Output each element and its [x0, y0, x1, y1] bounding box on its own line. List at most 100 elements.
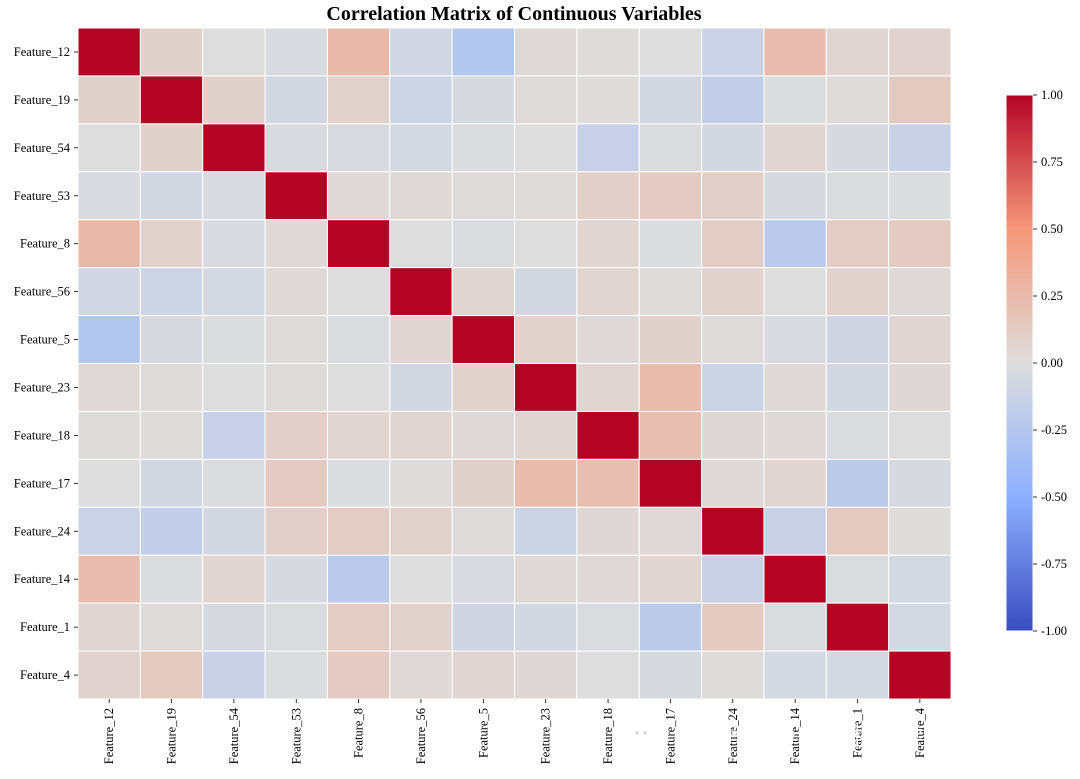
heatmap-cell [389, 458, 453, 508]
x-tick-label: Feature_23 [539, 708, 553, 764]
heatmap-cell [514, 650, 578, 700]
heatmap-cell [77, 171, 141, 221]
heatmap-cell [638, 27, 703, 77]
y-tick-label: Feature_1 [20, 620, 70, 634]
heatmap-cell [638, 410, 703, 460]
heatmap-cell [638, 123, 703, 173]
heatmap-cell [326, 219, 391, 269]
heatmap-cell [888, 267, 952, 317]
x-tick-label: Feature_17 [663, 708, 677, 764]
heatmap-cell [701, 267, 765, 317]
heatmap-cell [202, 75, 266, 125]
heatmap-cell [202, 650, 266, 700]
y-tick-label: Feature_24 [14, 524, 71, 538]
heatmap-cell [451, 171, 516, 221]
heatmap-cell [202, 267, 266, 317]
heatmap-cell [763, 458, 827, 508]
heatmap-cell [264, 27, 328, 77]
heatmap-cell [139, 123, 204, 173]
heatmap-cell [77, 315, 141, 365]
wechat-icon [630, 726, 663, 749]
heatmap-cell [888, 315, 952, 365]
colorbar-tick-label: 0.75 [1041, 155, 1063, 169]
x-axis-labels: Feature_12 Feature_19 Feature_54 Feature_53… [102, 699, 927, 764]
heatmap-cell [888, 458, 952, 508]
y-axis-labels: Feature_12 Feature_19 Feature_54 Feature_53… [14, 45, 78, 682]
y-tick-label: Feature_17 [14, 476, 70, 490]
heatmap-cell [514, 171, 578, 221]
heatmap-cell [763, 267, 827, 317]
heatmap-cell [888, 27, 952, 77]
heatmap-cell [701, 27, 765, 77]
watermark-text: 公众号 · Python机器学习AI [673, 723, 971, 751]
heatmap-cell [389, 506, 453, 556]
colorbar-tick-label: 1.00 [1041, 88, 1063, 102]
heatmap-cell [514, 123, 578, 173]
heatmap-cell [638, 650, 703, 700]
heatmap-cell [701, 315, 765, 365]
heatmap-cell [264, 650, 328, 700]
heatmap-cell [451, 650, 516, 700]
heatmap-cell [451, 27, 516, 77]
heatmap-cell [326, 506, 391, 556]
heatmap-cell [576, 315, 640, 365]
y-tick-label: Feature_12 [14, 45, 70, 59]
heatmap-cell [139, 75, 204, 125]
heatmap-cell [888, 506, 952, 556]
heatmap-cell [389, 650, 453, 700]
heatmap-cell [638, 602, 703, 652]
heatmap-cell [451, 315, 516, 365]
watermark: 公众号 · Python机器学习AI [630, 723, 971, 751]
colorbar-tick-label: 0.00 [1041, 356, 1063, 370]
heatmap-cell [514, 506, 578, 556]
heatmap-cell [451, 267, 516, 317]
heatmap-cell [576, 219, 640, 269]
heatmap-cell [326, 458, 391, 508]
heatmap-cell [514, 315, 578, 365]
x-tick-label: Feature_5 [476, 708, 490, 758]
heatmap-cell [763, 506, 827, 556]
heatmap-cell [264, 171, 328, 221]
heatmap-cell [638, 315, 703, 365]
heatmap-cell [763, 410, 827, 460]
x-tick-label: Feature_56 [414, 708, 428, 764]
heatmap-cell [514, 27, 578, 77]
x-tick-label: Feature_18 [601, 708, 615, 764]
heatmap-cell [888, 554, 952, 604]
heatmap-cell [202, 171, 266, 221]
heatmap-cell [638, 458, 703, 508]
heatmap-cell [576, 363, 640, 412]
heatmap-cell [326, 27, 391, 77]
colorbar-tick-label: -0.25 [1041, 423, 1067, 437]
heatmap-cell [139, 458, 204, 508]
heatmap-cell [825, 123, 890, 173]
heatmap-cell [139, 554, 204, 604]
heatmap-cell [202, 27, 266, 77]
heatmap-cell [576, 123, 640, 173]
heatmap-cell [451, 458, 516, 508]
heatmap-cell [701, 410, 765, 460]
colorbar: 1.00 0.75 0.50 0.25 0.00 -0.25 -0.50 -0.75 -1.00 [1005, 88, 1067, 638]
heatmap-cell [701, 171, 765, 221]
heatmap-cell [451, 506, 516, 556]
heatmap-cell [701, 363, 765, 412]
heatmap-cell [701, 123, 765, 173]
heatmap-cell [825, 506, 890, 556]
heatmap-cell [326, 602, 391, 652]
heatmap-cell [139, 27, 204, 77]
heatmap-cell [139, 315, 204, 365]
heatmap-cell [763, 219, 827, 269]
heatmap-cell [825, 650, 890, 700]
heatmap-cell [202, 602, 266, 652]
heatmap-cell [576, 458, 640, 508]
heatmap-cell [701, 650, 765, 700]
heatmap-cell [763, 650, 827, 700]
heatmap-cell [264, 458, 328, 508]
heatmap-cell [389, 602, 453, 652]
colorbar-tick-label: 0.25 [1041, 289, 1063, 303]
heatmap-cell [202, 554, 266, 604]
heatmap-cell [514, 458, 578, 508]
heatmap-cell [825, 171, 890, 221]
y-tick-label: Feature_23 [14, 380, 70, 394]
heatmap-cell [576, 27, 640, 77]
